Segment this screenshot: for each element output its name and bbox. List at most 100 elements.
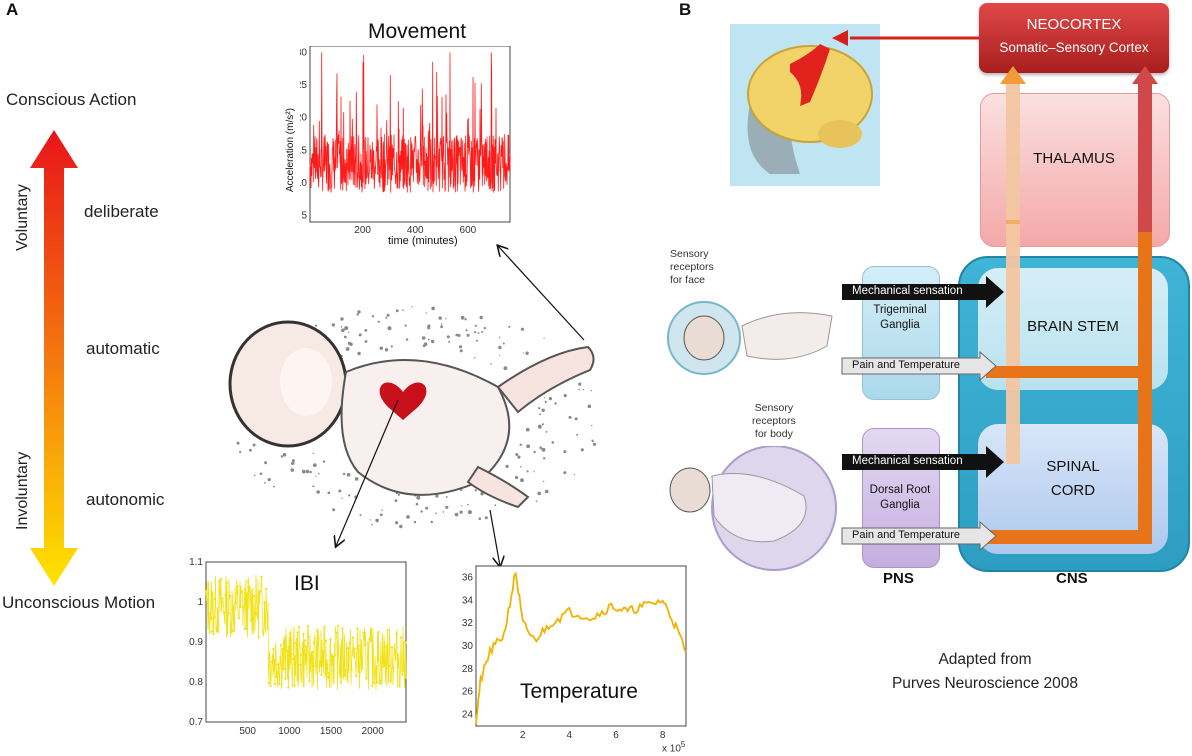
neocortex-title: NEOCORTEX [1026,16,1122,33]
ibi-point [263,601,266,604]
ibi-ytick: 0.9 [189,637,203,648]
body-receptors-illustration [669,446,837,571]
trigeminal-label-1: Trigeminal [873,304,927,316]
temperature-yticks: 24 26 28 30 32 34 36 [462,572,474,720]
movement-plot-title: Movement [368,20,467,43]
ibi-point [308,679,311,683]
ibi-point [390,646,394,649]
ibi-xtick: 2000 [362,726,385,737]
ibi-point [333,654,337,657]
ibi-point [297,626,301,629]
ibi-ytick: 1 [197,597,203,608]
credit-line-1: Adapted from [938,651,1032,668]
ibi-point [312,641,316,645]
ibi-point [339,681,343,684]
ibi-point [378,681,382,685]
ibi-point [392,666,395,669]
ibi-point [336,625,340,628]
ibi-point [323,625,326,629]
thalamus-box [980,93,1170,247]
ibi-point [207,620,211,623]
movement-ytick: 20 [300,113,307,124]
ibi-point [342,674,346,678]
dorsal-label-2: Ganglia [880,499,920,511]
ibi-point [381,661,385,664]
ibi-plot: 0.7 0.8 0.9 1 1.1 500 1000 1500 2000 [189,557,407,737]
ibi-point [296,631,299,634]
baby-illustration [228,306,597,529]
ibi-point [288,632,292,635]
movement-xticks: 200 400 600 [354,225,476,236]
ibi-point [236,585,239,588]
ibi-point [242,606,245,609]
involuntary-label: Involuntary [14,451,31,531]
ibi-point [321,649,325,653]
ibi-point [287,686,290,689]
temperature-xtick: 6 [613,730,619,741]
ibi-point [213,598,217,601]
ibi-point [380,679,383,682]
ibi-plot-title: IBI [294,572,320,595]
ibi-point [309,654,313,657]
ibi-ytick: 0.8 [189,677,203,688]
ibi-point [362,631,365,634]
dorsal-root-ganglia-box [862,428,940,568]
ibi-point [299,663,302,667]
temperature-ytick: 24 [462,710,474,721]
ibi-point [335,631,338,634]
ibi-point [260,575,263,579]
ibi-point [374,668,377,671]
ibi-point [306,625,310,628]
ibi-point [269,684,272,687]
ibi-point [282,667,286,671]
ibi-point [398,684,401,688]
temperature-ytick: 36 [462,572,474,583]
ibi-point [204,590,208,593]
ibi-point [315,629,319,632]
ibi-point [314,664,317,668]
ibi-ytick: 1.1 [189,557,203,568]
ibi-point [218,580,221,583]
ibi-point [273,683,277,686]
ibi-point [389,679,392,682]
credit-line-2: Purves Neuroscience 2008 [891,675,1079,692]
ibi-point [399,636,403,639]
ibi-point [212,632,215,636]
movement-plot: 5 10 15 20 25 30 200 400 600 [300,46,511,236]
ibi-xtick: 1000 [278,726,301,737]
ibi-point [209,617,212,620]
spinal-cord-label-2: CORD [1050,482,1096,499]
ibi-point [318,660,322,663]
pain-temp-body-label: Pain and Temperature [852,529,961,541]
movement-ytick: 5 [301,210,307,221]
ibi-point [233,629,236,632]
ibi-point [348,641,352,644]
dorsal-label-1: Dorsal Root [869,484,931,496]
ibi-point [357,670,361,674]
ibi-point [300,653,304,656]
ibi-point [249,619,253,622]
pain-temp-face-label: Pain and Temperature [852,359,961,371]
ibi-point [210,630,214,633]
ibi-point [246,580,250,583]
movement-ytick: 10 [300,178,307,189]
mechanical-sensation-body-label: Mechanical sensation [852,455,963,467]
ibi-point [338,671,341,675]
ibi-point [330,663,334,666]
ibi-series [204,574,407,690]
pns-label: PNS [883,570,914,587]
baby-leg [496,345,595,414]
ibi-point [291,658,295,661]
ibi-point [240,590,244,593]
temperature-x-multiplier: x 105 [662,740,686,755]
temperature-ytick: 32 [462,618,474,629]
ibi-point [261,631,265,634]
trigeminal-label-2: Ganglia [880,319,920,331]
ibi-point [257,636,260,639]
movement-ytick: 30 [300,48,307,59]
temperature-plot-title: Temperature [520,680,638,703]
ibi-point [276,663,280,666]
ibi-point [252,594,256,598]
movement-xlabel: time (minutes) [388,235,458,247]
